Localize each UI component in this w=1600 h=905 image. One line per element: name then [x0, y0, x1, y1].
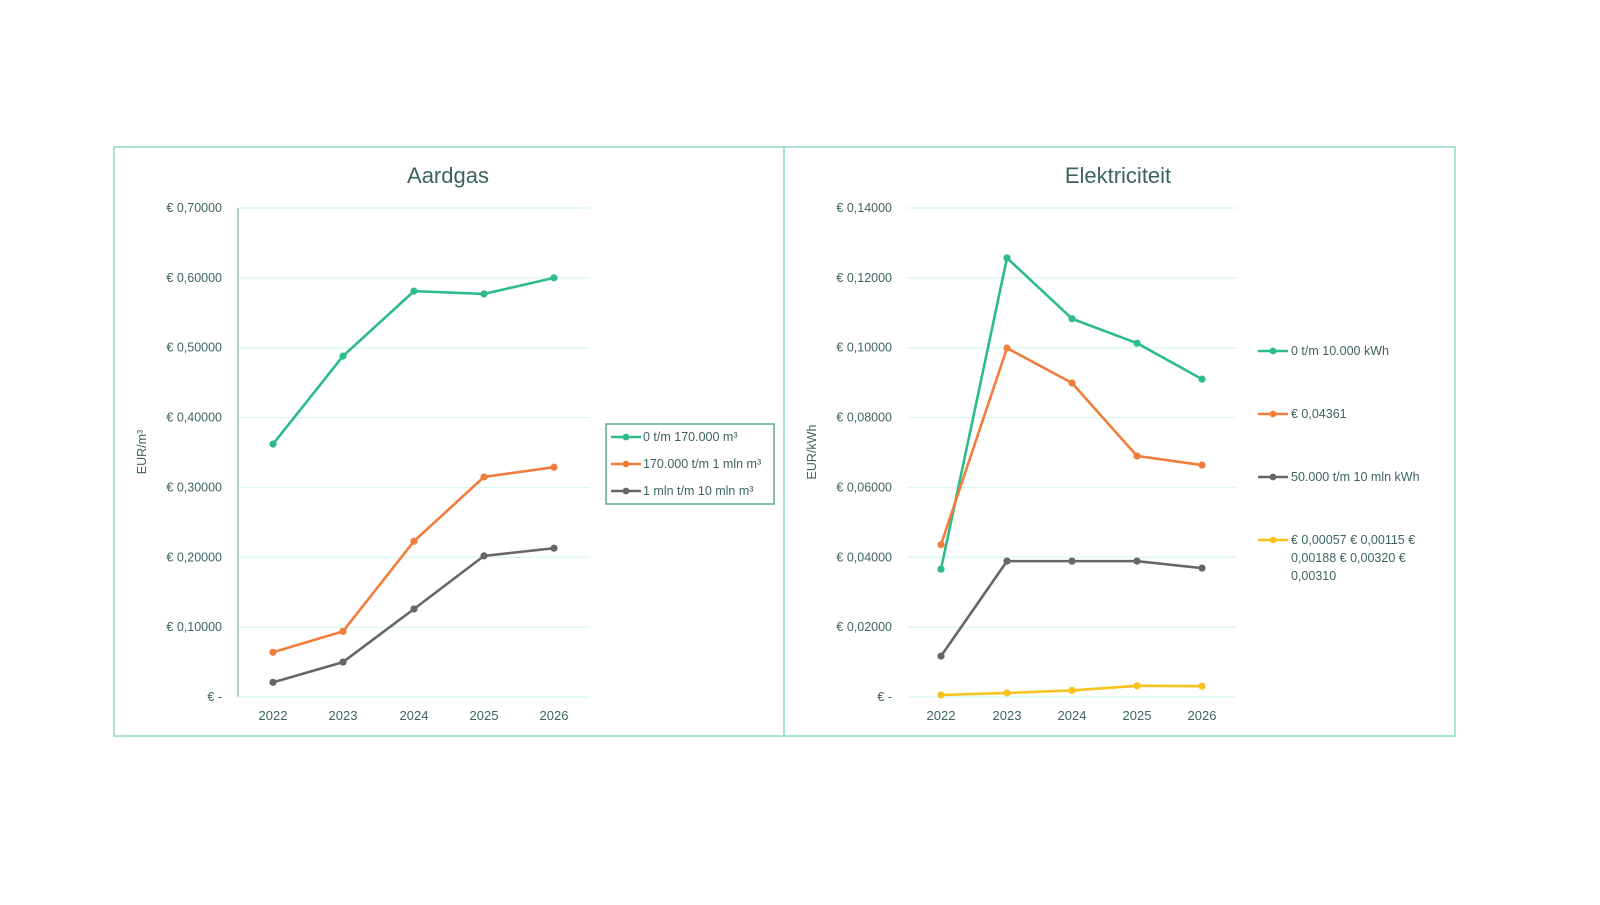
x-tick-label: 2024 [400, 708, 429, 723]
x-tick-label: 2022 [927, 708, 956, 723]
series-line-0 [271, 276, 555, 445]
x-tick-label: 2026 [540, 708, 569, 723]
x-tick-label: 2023 [993, 708, 1022, 723]
data-point [1003, 344, 1011, 352]
legend-marker [1269, 410, 1277, 418]
legend-label: 0 t/m 170.000 m³ [643, 430, 738, 444]
legend-label: 1 mln t/m 10 mln m³ [643, 484, 753, 498]
y-axis-label: EUR/kWh [805, 425, 819, 480]
data-point [1068, 686, 1076, 695]
y-tick-label: € - [207, 690, 222, 704]
series-line-1 [272, 465, 555, 654]
data-point [1003, 254, 1011, 262]
y-tick-label: € 0,12000 [836, 271, 892, 285]
series-line-2 [272, 546, 555, 684]
data-point [480, 473, 488, 481]
data-point [410, 605, 418, 613]
data-point [1198, 682, 1206, 690]
y-tick-label: € 0,02000 [836, 620, 892, 634]
y-tick-label: € 0,04000 [836, 550, 892, 564]
x-tick-label: 2023 [329, 708, 358, 723]
series-line-0 [939, 256, 1203, 570]
data-point [269, 678, 277, 686]
data-point [1003, 689, 1011, 697]
legend-marker [622, 487, 630, 495]
chart-panel-0: Aardgas € - € 0,10000 € 0,20000 € 0,30000 € 0… [135, 163, 775, 723]
legend-marker [1269, 536, 1277, 544]
data-point [937, 565, 945, 573]
data-point [550, 274, 558, 282]
x-tick-label: 2024 [1058, 708, 1087, 723]
data-point [1068, 315, 1076, 323]
data-point [1198, 461, 1206, 469]
y-tick-label: € 0,10000 [836, 341, 892, 355]
y-tick-label: € 0,10000 [166, 620, 222, 634]
legend-label: 0 t/m 10.000 kWh [1291, 344, 1389, 358]
y-tick-label: € 0,08000 [836, 411, 892, 425]
data-point [1133, 452, 1141, 460]
series-line-1 [939, 346, 1203, 546]
legend-label: 0,00188 € 0,00320 € [1291, 551, 1406, 565]
data-point [1133, 339, 1141, 347]
data-point [1133, 557, 1141, 565]
data-point [1068, 557, 1076, 565]
data-point [937, 691, 945, 699]
legend-marker [1269, 473, 1277, 481]
data-point [269, 648, 277, 656]
chart-title: Aardgas [407, 163, 489, 188]
legend-marker [1269, 347, 1277, 355]
legend-label: € 0,00057 € 0,00115 € [1291, 533, 1415, 547]
series-line-2 [939, 559, 1203, 657]
data-point [1198, 564, 1206, 572]
y-tick-label: € 0,06000 [836, 480, 892, 494]
data-point [410, 287, 418, 295]
y-tick-label: € 0,14000 [836, 201, 892, 215]
legend-label: 170.000 t/m 1 mln m³ [643, 457, 761, 471]
data-point [937, 541, 945, 549]
y-tick-label: € - [877, 690, 892, 704]
x-tick-label: 2025 [1123, 708, 1152, 723]
data-point [550, 544, 558, 552]
data-point [410, 537, 418, 545]
data-point [1133, 682, 1141, 690]
y-tick-label: € 0,60000 [166, 271, 222, 285]
y-tick-label: € 0,20000 [166, 550, 222, 564]
legend-label: € 0,04361 [1291, 407, 1347, 421]
legend-label: 0,00310 [1291, 569, 1336, 583]
x-tick-label: 2022 [259, 708, 288, 723]
y-tick-label: € 0,30000 [166, 480, 222, 494]
y-tick-label: € 0,70000 [166, 201, 222, 215]
data-point [339, 352, 347, 360]
chart-title: Elektriciteit [1065, 163, 1171, 188]
x-tick-label: 2025 [470, 708, 499, 723]
data-point [339, 627, 347, 635]
y-axis-label: EUR/m³ [135, 430, 149, 474]
data-point [480, 290, 488, 298]
chart-panel-1: Elektriciteit € - € 0,02000 € 0,04000 € 0,06… [805, 163, 1420, 723]
data-point [269, 440, 277, 448]
legend-label: 50.000 t/m 10 mln kWh [1291, 470, 1420, 484]
data-point [339, 658, 347, 666]
legend-marker [622, 433, 630, 441]
x-tick-label: 2026 [1188, 708, 1217, 723]
data-point [1068, 379, 1076, 387]
y-tick-label: € 0,40000 [166, 411, 222, 425]
legend-marker [622, 460, 630, 468]
data-point [480, 552, 488, 560]
data-point [937, 652, 945, 660]
data-point [1198, 375, 1206, 383]
data-point [550, 463, 558, 471]
y-tick-label: € 0,50000 [166, 341, 222, 355]
data-point [1003, 557, 1011, 565]
